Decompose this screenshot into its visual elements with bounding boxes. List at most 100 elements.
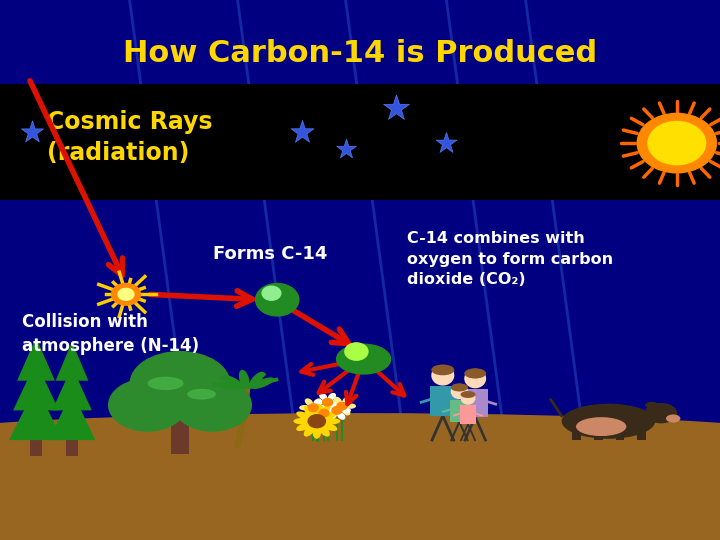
Ellipse shape — [305, 399, 313, 406]
Ellipse shape — [318, 406, 330, 418]
Polygon shape — [49, 392, 95, 440]
Ellipse shape — [342, 397, 351, 404]
Ellipse shape — [323, 408, 333, 413]
Ellipse shape — [431, 364, 454, 375]
Polygon shape — [52, 367, 92, 410]
Ellipse shape — [296, 411, 312, 420]
Bar — [0, 440, 720, 540]
Circle shape — [637, 113, 716, 173]
Circle shape — [118, 288, 134, 300]
Ellipse shape — [464, 368, 486, 379]
Point — [340, 144, 351, 153]
Ellipse shape — [130, 351, 230, 416]
Ellipse shape — [108, 378, 187, 432]
Ellipse shape — [319, 393, 328, 401]
Bar — [449, 400, 469, 422]
Ellipse shape — [296, 422, 312, 431]
Ellipse shape — [451, 384, 468, 399]
Ellipse shape — [333, 397, 342, 404]
Ellipse shape — [331, 400, 341, 405]
Ellipse shape — [140, 351, 220, 405]
Ellipse shape — [337, 345, 391, 374]
Circle shape — [112, 284, 140, 305]
Ellipse shape — [239, 370, 250, 389]
Ellipse shape — [319, 404, 328, 411]
Ellipse shape — [313, 409, 322, 417]
Ellipse shape — [304, 406, 315, 418]
Circle shape — [332, 407, 342, 414]
Ellipse shape — [315, 404, 324, 411]
Ellipse shape — [318, 424, 330, 437]
Point — [27, 128, 38, 137]
Ellipse shape — [328, 412, 337, 420]
Ellipse shape — [461, 392, 475, 404]
Polygon shape — [9, 386, 63, 440]
Circle shape — [262, 286, 281, 300]
Ellipse shape — [451, 383, 468, 392]
Point — [297, 128, 308, 137]
Circle shape — [308, 415, 325, 428]
Ellipse shape — [130, 369, 187, 408]
Ellipse shape — [305, 409, 313, 417]
Bar — [594, 420, 603, 440]
Point — [441, 139, 452, 147]
Ellipse shape — [461, 391, 475, 398]
Ellipse shape — [328, 404, 336, 411]
Ellipse shape — [346, 403, 356, 409]
Ellipse shape — [666, 415, 680, 422]
Ellipse shape — [324, 404, 333, 411]
Circle shape — [323, 399, 333, 406]
Ellipse shape — [304, 424, 315, 437]
Ellipse shape — [251, 377, 274, 389]
Text: C-14 combines with
oxygen to form carbon
dioxide (CO₂): C-14 combines with oxygen to form carbon… — [407, 231, 613, 287]
Ellipse shape — [223, 375, 244, 389]
Ellipse shape — [328, 401, 337, 409]
Ellipse shape — [173, 369, 230, 408]
Bar — [572, 420, 581, 440]
Ellipse shape — [333, 408, 342, 415]
Ellipse shape — [562, 404, 655, 438]
Ellipse shape — [313, 399, 322, 406]
Polygon shape — [17, 338, 55, 381]
Text: Forms C-14: Forms C-14 — [213, 245, 327, 263]
Polygon shape — [55, 342, 89, 381]
Bar — [0, 84, 720, 200]
Circle shape — [319, 409, 329, 417]
Ellipse shape — [431, 365, 454, 386]
Ellipse shape — [314, 400, 324, 405]
Ellipse shape — [294, 418, 311, 424]
Bar — [637, 420, 646, 440]
Text: How Carbon-14 is Produced: How Carbon-14 is Produced — [123, 39, 597, 69]
Ellipse shape — [342, 408, 351, 415]
Ellipse shape — [300, 405, 310, 410]
Text: Collision with
atmosphere (N-14): Collision with atmosphere (N-14) — [22, 313, 199, 355]
Ellipse shape — [576, 417, 626, 436]
Ellipse shape — [315, 415, 324, 422]
Text: Cosmic Rays
(radiation): Cosmic Rays (radiation) — [47, 110, 212, 165]
Ellipse shape — [321, 411, 338, 420]
Ellipse shape — [324, 415, 333, 422]
Circle shape — [308, 404, 318, 411]
Circle shape — [648, 122, 706, 165]
Ellipse shape — [173, 378, 252, 432]
Ellipse shape — [645, 402, 658, 408]
Ellipse shape — [341, 408, 351, 413]
Ellipse shape — [148, 377, 184, 390]
Bar — [430, 386, 456, 416]
Point — [390, 104, 402, 112]
Circle shape — [256, 284, 299, 316]
Ellipse shape — [187, 389, 216, 400]
Ellipse shape — [464, 369, 486, 388]
Ellipse shape — [310, 410, 321, 416]
Ellipse shape — [328, 410, 338, 416]
Ellipse shape — [337, 412, 346, 420]
Circle shape — [345, 343, 368, 360]
Bar — [30, 435, 42, 456]
Ellipse shape — [312, 426, 321, 438]
Ellipse shape — [323, 418, 340, 424]
Ellipse shape — [328, 403, 338, 409]
Circle shape — [337, 402, 347, 410]
Bar — [171, 405, 189, 454]
Polygon shape — [13, 362, 59, 410]
Ellipse shape — [312, 404, 321, 417]
